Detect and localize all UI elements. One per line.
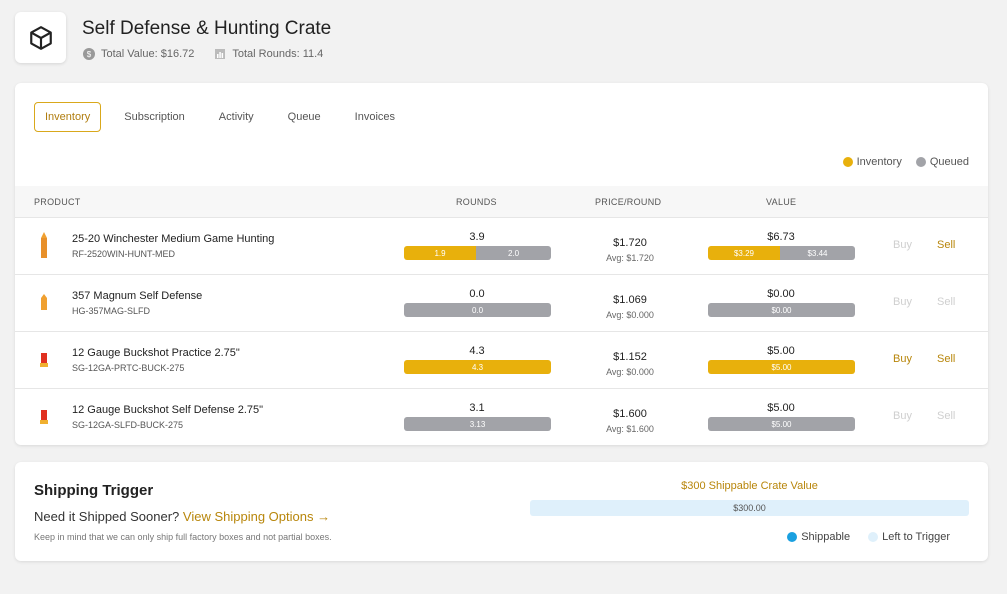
shipping-question: Need it Shipped Sooner? View Shipping Op… [34,509,330,524]
shippable-dot-icon [787,532,798,542]
price-per-round: $1.069 [613,294,647,306]
tab-invoices[interactable]: Invoices [354,111,396,123]
value-amount: $0.00 [767,288,795,300]
tab-queue[interactable]: Queue [287,111,321,123]
queued-segment: $5.00 [708,417,855,431]
shipping-note: Keep in mind that we can only ship full … [34,532,332,542]
product-sku: HG-357MAG-SLFD [72,306,151,316]
queued-dot-icon [915,157,926,167]
rounds-value: 4.3 [469,345,485,357]
product-sku: SG-12GA-SLFD-BUCK-275 [72,420,184,430]
inventory-segment: 1.9 [404,246,477,260]
total-rounds: Total Rounds: 11.4 [232,48,324,60]
tab-inventory[interactable]: Inventory [34,102,102,132]
bar-legend: Inventory Queued [842,156,969,168]
product-name: 25-20 Winchester Medium Game Hunting [72,233,275,245]
table-row: 357 Magnum Self Defense HG-357MAG-SLFD 0.0… [15,275,988,332]
product-sku: SG-12GA-PRTC-BUCK-275 [72,363,185,373]
product-name: 12 Gauge Buckshot Practice 2.75" [72,347,240,359]
tab-subscription[interactable]: Subscription [124,111,185,123]
shipping-bar-value: $300.00 [733,503,766,513]
inventory-segment: $5.00 [708,360,855,374]
value-amount: $5.00 [767,345,795,357]
rifle-cartridge-icon [40,232,48,263]
tab-activity[interactable]: Activity [218,111,254,123]
shipping-title: Shipping Trigger [34,482,154,499]
sell-button[interactable]: Sell [937,410,956,422]
rounds-value: 0.0 [469,288,485,300]
table-header: PRODUCT ROUNDS PRICE/ROUND VALUE [15,186,988,218]
avg-price: Avg: $0.000 [606,310,654,320]
avg-price: Avg: $1.600 [606,424,654,434]
shipping-card: Shipping Trigger Need it Shipped Sooner?… [15,462,988,561]
crate-logo [15,12,66,63]
queued-segment: $0.00 [708,303,855,317]
shotgun-shell-icon [40,410,48,429]
shipping-legend: Shippable Left to Trigger [787,531,950,543]
table-row: 12 Gauge Buckshot Self Defense 2.75" SG-1… [15,389,988,445]
table-row: 25-20 Winchester Medium Game Hunting RF-2… [15,218,988,275]
box-icon [29,25,52,50]
rounds-bar: 0.0 [404,303,551,317]
price-per-round: $1.720 [613,237,647,249]
product-name: 357 Magnum Self Defense [72,290,203,302]
value-bar: $3.29 $3.44 [708,246,855,260]
buy-button[interactable]: Buy [893,239,912,251]
crate-summary: $ Total Value: $16.72 Total Rounds: 11.4 [83,48,323,60]
rounds-bar: 3.13 [404,417,551,431]
col-product: PRODUCT [34,197,81,207]
inventory-card: Inventory Subscription Activity Queue In… [15,83,988,445]
legend-left-to-trigger: Left to Trigger [882,531,950,543]
total-value: Total Value: $16.72 [101,48,195,60]
tab-bar: Inventory Subscription Activity Queue In… [34,102,418,132]
legend-shippable: Shippable [801,531,851,543]
sell-button[interactable]: Sell [937,353,956,365]
price-per-round: $1.600 [613,408,647,420]
legend-queued: Queued [929,156,969,168]
product-sku: RF-2520WIN-HUNT-MED [72,249,176,259]
shipping-progress-bar: $300.00 [530,500,969,516]
col-value: VALUE [766,197,797,207]
product-name: 12 Gauge Buckshot Self Defense 2.75" [72,404,264,416]
shipping-bar-label: $300 Shippable Crate Value [681,480,818,492]
view-shipping-options-link[interactable]: View Shipping Options → [182,509,331,524]
shotgun-shell-icon [40,353,48,372]
dollar-icon: $ [83,48,95,60]
rounds-value: 3.9 [469,231,485,243]
col-rounds: ROUNDS [456,197,497,207]
buy-button[interactable]: Buy [893,353,912,365]
inventory-segment: 4.3 [404,360,551,374]
rounds-value: 3.1 [469,402,485,414]
value-bar: $0.00 [708,303,855,317]
buy-button[interactable]: Buy [893,296,912,308]
svg-text:$: $ [87,50,92,59]
queued-segment: 2.0 [476,246,551,260]
sell-button[interactable]: Sell [937,239,956,251]
avg-price: Avg: $0.000 [606,367,654,377]
value-amount: $5.00 [767,402,795,414]
bar-chart-icon [215,49,226,59]
inventory-segment: $3.29 [708,246,781,260]
value-bar: $5.00 [708,360,855,374]
legend-inventory: Inventory [856,156,902,168]
queued-segment: $3.44 [780,246,855,260]
value-amount: $6.73 [767,231,795,243]
queued-segment: 0.0 [404,303,551,317]
col-price: PRICE/ROUND [595,197,662,207]
avg-price: Avg: $1.720 [606,253,654,263]
left-to-trigger-dot-icon [868,532,879,542]
shipping-question-text: Need it Shipped Sooner? [34,509,180,524]
handgun-cartridge-icon [40,294,48,315]
sell-button[interactable]: Sell [937,296,956,308]
rounds-bar: 1.9 2.0 [404,246,551,260]
price-per-round: $1.152 [613,351,647,363]
queued-segment: 3.13 [404,417,551,431]
buy-button[interactable]: Buy [893,410,912,422]
inventory-dot-icon [842,157,853,167]
rounds-bar: 4.3 [404,360,551,374]
page-header: Self Defense & Hunting Crate $ Total Val… [15,12,992,64]
table-row: 12 Gauge Buckshot Practice 2.75" SG-12GA-… [15,332,988,389]
value-bar: $5.00 [708,417,855,431]
page-title: Self Defense & Hunting Crate [82,18,332,39]
